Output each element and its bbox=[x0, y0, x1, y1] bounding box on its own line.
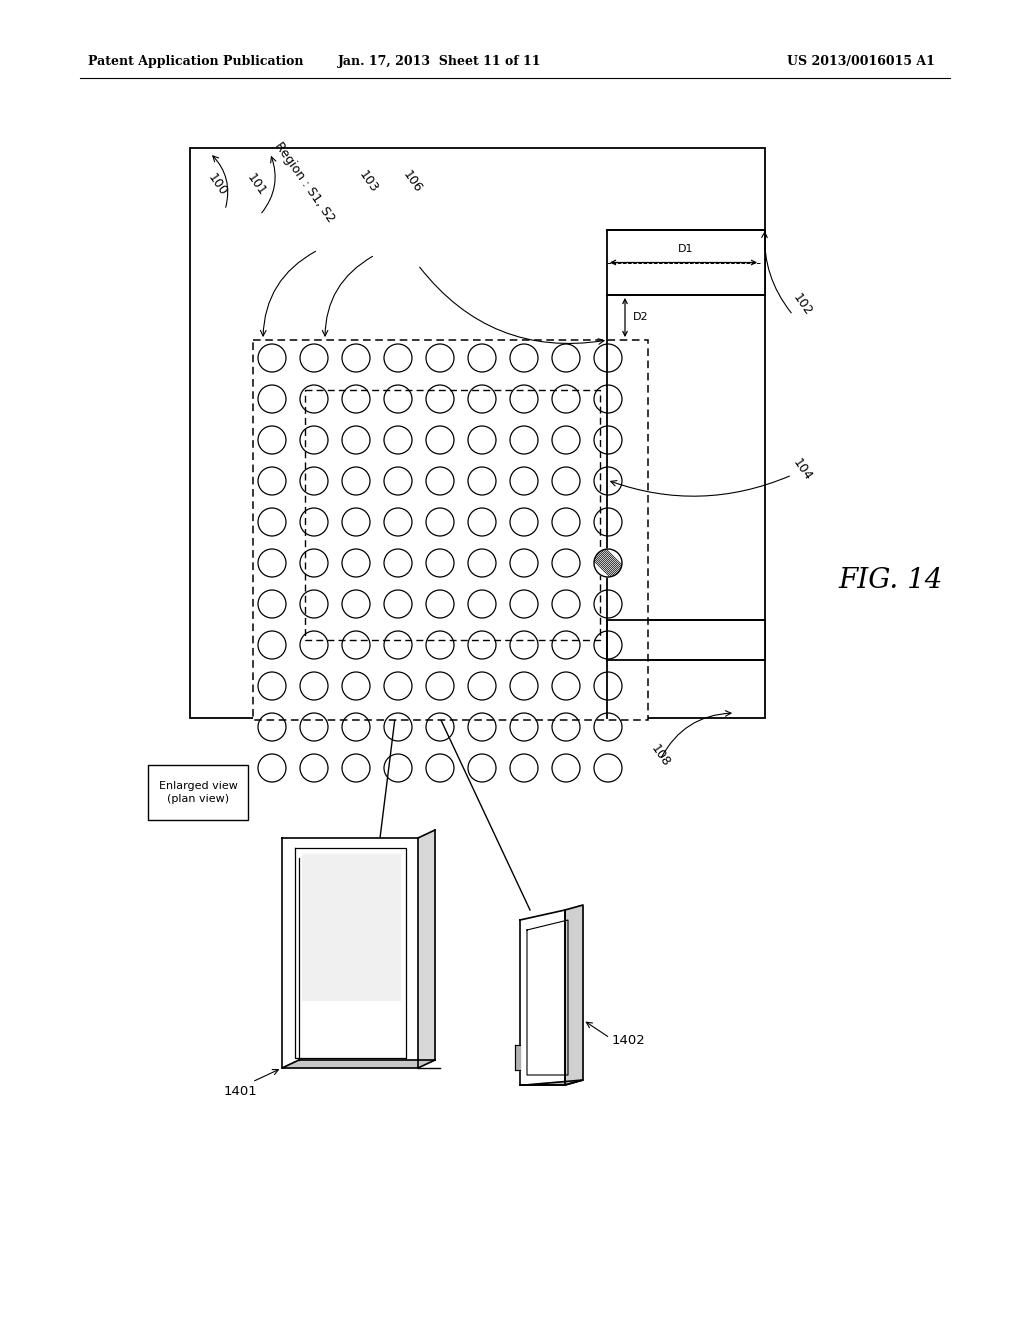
Text: 108: 108 bbox=[648, 742, 673, 770]
Bar bbox=[148, 766, 248, 820]
Text: Region : S1, S2: Region : S1, S2 bbox=[272, 140, 338, 224]
Text: Enlarged view
(plan view): Enlarged view (plan view) bbox=[159, 781, 238, 804]
Text: 106: 106 bbox=[399, 169, 424, 195]
Text: D1: D1 bbox=[678, 244, 693, 255]
Bar bbox=[515, 1045, 520, 1071]
Bar bbox=[253, 341, 648, 719]
Text: D2: D2 bbox=[633, 313, 648, 322]
Text: 101: 101 bbox=[244, 172, 268, 198]
Polygon shape bbox=[565, 906, 583, 1085]
Text: 104: 104 bbox=[790, 457, 814, 483]
Text: US 2013/0016015 A1: US 2013/0016015 A1 bbox=[787, 55, 935, 69]
Text: 103: 103 bbox=[356, 169, 380, 195]
Polygon shape bbox=[520, 909, 565, 1085]
Text: 102: 102 bbox=[790, 292, 814, 318]
Bar bbox=[305, 389, 600, 640]
Text: Patent Application Publication: Patent Application Publication bbox=[88, 55, 303, 69]
Text: 1402: 1402 bbox=[612, 1034, 646, 1047]
Polygon shape bbox=[418, 830, 435, 1068]
Polygon shape bbox=[302, 854, 400, 1001]
Polygon shape bbox=[520, 1080, 583, 1085]
Text: 1401: 1401 bbox=[223, 1085, 257, 1098]
Bar bbox=[607, 620, 765, 660]
Text: Jan. 17, 2013  Sheet 11 of 11: Jan. 17, 2013 Sheet 11 of 11 bbox=[338, 55, 542, 69]
Polygon shape bbox=[282, 1060, 435, 1068]
Bar bbox=[190, 148, 765, 718]
Circle shape bbox=[594, 549, 622, 577]
Polygon shape bbox=[282, 838, 418, 1068]
Text: 100: 100 bbox=[205, 172, 229, 198]
Bar bbox=[607, 230, 765, 294]
Text: FIG. 14: FIG. 14 bbox=[838, 566, 942, 594]
